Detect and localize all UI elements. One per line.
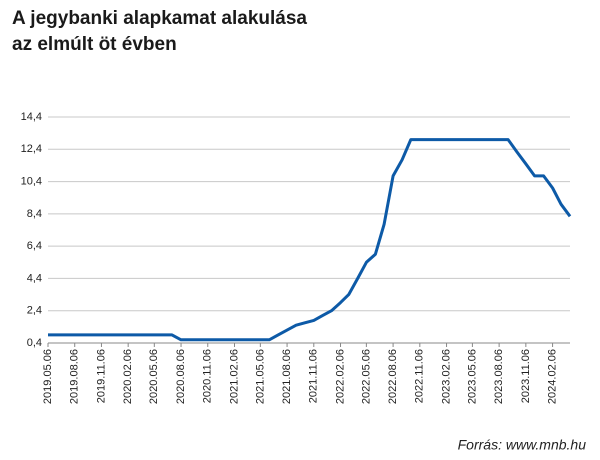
x-tick-label: 2024.02.06 (546, 349, 558, 404)
x-tick-label: 2019.05.06 (42, 349, 54, 404)
x-tick-label: 2020.08.06 (175, 349, 187, 404)
y-tick-label: 14,4 (21, 111, 42, 123)
x-tick-label: 2022.11.06 (414, 349, 426, 403)
x-tick-label: 2023.08.06 (493, 349, 505, 404)
x-tick-label: 2020.11.06 (202, 349, 214, 403)
x-tick-label: 2019.08.06 (69, 349, 81, 404)
x-tick-label: 2019.11.06 (95, 349, 107, 403)
chart-title: az elmúlt öt évben (12, 34, 177, 55)
chart-title: A jegybanki alapkamat alakulása (12, 8, 307, 29)
source: Forrás: www.mnb.hu (458, 437, 587, 453)
y-tick-label: 4,4 (27, 272, 42, 284)
y-tick-label: 0,4 (27, 337, 42, 349)
y-tick-label: 6,4 (27, 240, 42, 252)
x-tick-label: 2022.05.06 (360, 349, 372, 404)
rate-line (48, 138, 572, 342)
y-tick-label: 2,4 (27, 305, 42, 317)
x-tick-label: 2021.05.06 (254, 349, 266, 404)
y-tick-label: 8,4 (27, 208, 42, 220)
x-tick-label: 2021.02.06 (228, 349, 240, 404)
y-tick-label: 12,4 (21, 143, 42, 155)
x-tick-label: 2021.08.06 (281, 349, 293, 404)
x-tick-label: 2022.08.06 (387, 349, 399, 404)
x-tick-label: 2023.05.06 (466, 349, 478, 404)
y-tick-label: 10,4 (21, 175, 42, 187)
x-tick-label: 2023.02.06 (440, 349, 452, 404)
x-tick-label: 2022.02.06 (334, 349, 346, 404)
x-tick-label: 2020.05.06 (148, 349, 160, 404)
x-tick-label: 2021.11.06 (308, 349, 320, 403)
x-tick-label: 2020.02.06 (122, 349, 134, 404)
x-tick-label: 2023.11.06 (520, 349, 532, 403)
